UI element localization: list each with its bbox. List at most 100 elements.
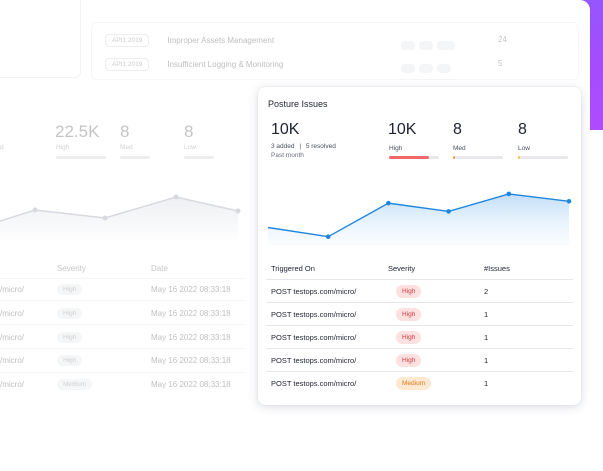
high-bar-fill bbox=[389, 156, 429, 159]
table-row[interactable]: POST testops.com/micro/ Medium 1 bbox=[266, 371, 573, 394]
high-value: 10K bbox=[388, 121, 417, 138]
trend-point bbox=[386, 200, 391, 206]
background-trend-point bbox=[173, 194, 179, 200]
bg-stat-value: 8 bbox=[120, 122, 130, 141]
med-value: 8 bbox=[453, 121, 462, 138]
severity-badge: High bbox=[396, 285, 422, 298]
divider bbox=[0, 348, 245, 349]
api-mini-badge bbox=[401, 41, 415, 50]
row-issues: 1 bbox=[484, 356, 489, 365]
severity-badge: Medium bbox=[396, 377, 432, 390]
divider bbox=[0, 324, 245, 325]
low-value: 8 bbox=[518, 121, 527, 138]
api-row: API1:2019 Insufficient Logging & Monitor… bbox=[105, 54, 283, 74]
bg-stat-bar bbox=[184, 156, 214, 159]
summary-separator: | bbox=[299, 143, 302, 150]
bg-row-path: /micro/ bbox=[0, 356, 24, 365]
row-issues: 2 bbox=[484, 287, 489, 296]
bg-header-severity: Severity bbox=[57, 264, 86, 273]
trend-line bbox=[267, 193, 570, 238]
bg-row-path: /micro/ bbox=[0, 285, 24, 294]
divider bbox=[0, 278, 245, 279]
severity-badge: High bbox=[396, 308, 422, 321]
background-trend-line bbox=[0, 196, 239, 222]
bg-stat-label: Med bbox=[120, 144, 133, 151]
table-row[interactable]: POST testops.com/micro/ High 1 bbox=[266, 302, 573, 325]
bg-row-date: May 16 2022 08:33:18 bbox=[151, 333, 231, 342]
bg-stat-bar bbox=[120, 156, 150, 159]
row-triggered-on: POST testops.com/micro/ bbox=[271, 310, 357, 319]
bg-row-severity: Medium bbox=[57, 379, 93, 390]
total-issues-value: 10K bbox=[271, 121, 300, 138]
background-card-left bbox=[0, 0, 81, 78]
api-mini-badge bbox=[401, 64, 415, 73]
bg-row-path: /micro/ bbox=[0, 333, 24, 342]
trend-point bbox=[506, 191, 512, 197]
bg-row-path: /micro/ bbox=[0, 380, 24, 389]
api-count: 24 bbox=[498, 35, 507, 44]
trend-point bbox=[325, 234, 331, 239]
api-mini-badge bbox=[437, 41, 455, 50]
table-row[interactable]: POST testops.com/micro/ High 1 bbox=[266, 348, 573, 371]
trend-chart bbox=[267, 191, 572, 245]
high-label: High bbox=[389, 145, 403, 152]
table-row[interactable]: POST testops.com/micro/ High 2 bbox=[266, 279, 573, 302]
bg-stat-label: High bbox=[56, 144, 70, 151]
table-row[interactable]: POST testops.com/micro/ High 1 bbox=[266, 325, 573, 348]
bg-row-path: /micro/ bbox=[0, 309, 24, 318]
background-card-api bbox=[91, 22, 579, 80]
bg-row-severity: High bbox=[57, 332, 83, 343]
divider bbox=[0, 372, 245, 373]
api-count: 5 bbox=[498, 59, 503, 68]
bg-row-date: May 16 2022 08:33:18 bbox=[151, 356, 231, 365]
api-mini-badge bbox=[419, 64, 433, 73]
row-triggered-on: POST testops.com/micro/ bbox=[271, 333, 357, 342]
bg-header-date: Date bbox=[151, 264, 168, 273]
bg-row-date: May 16 2022 08:33:18 bbox=[151, 285, 231, 294]
bg-row-severity: High bbox=[57, 355, 83, 366]
trend-area bbox=[268, 193, 569, 245]
trend-point bbox=[446, 209, 451, 214]
background-trend-chart bbox=[0, 194, 241, 240]
api-label: Improper Assets Management bbox=[167, 35, 275, 45]
bg-stat-value: 8 bbox=[184, 122, 194, 141]
background-trend-area bbox=[0, 197, 238, 240]
background-trend-point bbox=[32, 207, 38, 213]
trend-point bbox=[566, 198, 572, 204]
background-trend-point bbox=[235, 208, 241, 214]
bg-stat-value: 22.5K bbox=[55, 122, 100, 141]
low-bar bbox=[518, 156, 568, 159]
row-issues: 1 bbox=[484, 379, 489, 388]
background-dashboard: API1:2019 Improper Assets Management 24 … bbox=[0, 0, 579, 390]
low-label: Low bbox=[518, 145, 530, 152]
row-triggered-on: POST testops.com/micro/ bbox=[271, 287, 357, 296]
divider bbox=[0, 300, 245, 301]
api-mini-badge bbox=[437, 64, 451, 73]
added-count: 3 added bbox=[271, 143, 295, 150]
bg-row-date: May 16 2022 08:33:18 bbox=[151, 380, 231, 389]
high-bar bbox=[389, 156, 439, 159]
bg-stat-label: Low bbox=[184, 144, 196, 151]
low-bar-fill bbox=[518, 156, 520, 159]
added-resolved-summary: 3 added | 5 resolved bbox=[271, 143, 336, 150]
header-triggered-on: Triggered On bbox=[271, 264, 315, 273]
api-label: Insufficient Logging & Monitoring bbox=[167, 59, 284, 69]
header-severity: Severity bbox=[388, 264, 416, 273]
med-label: Med bbox=[453, 145, 466, 152]
row-issues: 1 bbox=[484, 310, 489, 319]
card-title: Posture Issues bbox=[268, 99, 328, 109]
med-bar-fill bbox=[453, 156, 455, 159]
row-triggered-on: POST testops.com/micro/ bbox=[271, 379, 357, 388]
period-label: Past month bbox=[271, 152, 304, 159]
severity-badge: High bbox=[396, 331, 422, 344]
api-row: API1:2019 Improper Assets Management bbox=[105, 30, 274, 50]
bg-stat-bar bbox=[56, 156, 106, 159]
cut-label: d bbox=[0, 144, 4, 151]
api-mini-badge bbox=[419, 41, 433, 50]
severity-badge: High bbox=[396, 354, 422, 367]
bg-row-severity: High bbox=[57, 284, 83, 295]
background-trend-point bbox=[102, 215, 108, 221]
row-triggered-on: POST testops.com/micro/ bbox=[271, 356, 357, 365]
row-issues: 1 bbox=[484, 333, 489, 342]
med-bar bbox=[453, 156, 503, 159]
